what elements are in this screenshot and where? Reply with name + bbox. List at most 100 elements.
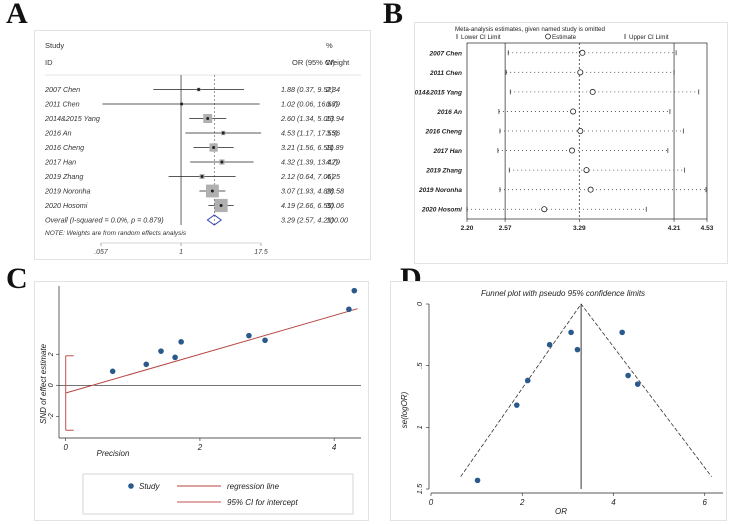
study-or-ci: 1.02 (0.06, 16.68): [281, 100, 338, 109]
study-point: [625, 372, 631, 379]
study-point: [619, 329, 625, 336]
omitted-study-label: 2011 Chen: [429, 70, 462, 77]
header-weight: Weight: [326, 58, 350, 67]
study-or-ci: 2.60 (1.34, 5.05): [280, 114, 334, 123]
legend-study-marker: [128, 483, 134, 489]
regression-line: [65, 308, 358, 394]
study-label: 2011 Chen: [44, 100, 80, 109]
legend-study: Study: [139, 482, 160, 491]
x-tick-label: 4.53: [701, 225, 714, 232]
estimate-point: [541, 206, 548, 213]
influence-plot: Meta-analysis estimates, given named stu…: [410, 26, 714, 232]
study-or-ci: 1.88 (0.37, 9.52): [281, 85, 334, 94]
legend-ci: 95% CI for intercept: [227, 498, 298, 507]
omitted-study-label: 2007 Chen: [428, 50, 462, 57]
x-tick-label: 0: [429, 498, 434, 507]
legend-regression: regression line: [227, 482, 280, 491]
overall-diamond: [206, 214, 223, 226]
header-pct: %: [326, 41, 333, 50]
x-tick-label: 3.29: [573, 225, 586, 232]
influence-title: Meta-analysis estimates, given named stu…: [455, 26, 605, 33]
forest-plot-panel: Study ID OR (95% CI) % Weight 2007 Chen 1…: [34, 30, 371, 260]
y-axis-label: SND of effect estimate: [39, 343, 48, 424]
study-point: [351, 287, 358, 294]
omitted-study-label: 2017 Han: [432, 148, 462, 155]
study-weight: 0.79: [326, 100, 340, 109]
legend-estimate: Estimate: [552, 34, 577, 41]
y-tick-label: 1: [415, 425, 424, 429]
omitted-study-label: 2020 Hosomi: [421, 207, 462, 214]
x-tick-label: 4: [332, 443, 337, 452]
study-weight: 4.25: [326, 172, 341, 181]
study-or-ci: 4.32 (1.39, 13.42): [281, 158, 338, 167]
funnel-y-label: se(logOR): [400, 391, 409, 428]
study-point: [513, 402, 520, 408]
regression-plot: 0 2 4 2 0 -2 Precision SND of effect estimate…: [39, 286, 361, 515]
study-point: [197, 88, 201, 91]
funnel-plot: Funnel plot with pseudo 95% confidence l…: [400, 289, 723, 516]
study-point: [212, 146, 216, 149]
x-tick-label: 2: [519, 498, 525, 507]
legend-lower: Lower CI Limit: [461, 34, 501, 41]
study-point: [220, 160, 224, 164]
study-label: 2020 Hosomi: [44, 201, 88, 210]
funnel-x-label: OR: [555, 507, 567, 516]
estimate-point: [569, 147, 576, 154]
study-point: [634, 381, 641, 387]
x-tick-label: 4: [611, 498, 616, 507]
overall-label: Overall (I-squared = 0.0%, p = 0.879): [45, 216, 164, 225]
study-point: [568, 329, 574, 336]
x-tick-label: 2.57: [499, 225, 512, 232]
study-or-ci: 4.53 (1.17, 17.55): [281, 129, 338, 138]
study-weight: 2.34: [325, 85, 340, 94]
plot-frame: [466, 42, 708, 220]
study-point: [474, 477, 481, 484]
study-weight: 11.89: [326, 143, 343, 152]
influence-plot-panel: Meta-analysis estimates, given named stu…: [410, 22, 728, 264]
study-point: [574, 346, 581, 353]
study-point: [109, 368, 116, 375]
study-label: 2007 Chen: [44, 85, 80, 94]
study-point: [158, 348, 164, 354]
study-point: [172, 354, 178, 361]
x-tick-label: .057: [94, 249, 109, 256]
x-tick-label: 6: [703, 498, 708, 507]
estimate-point: [589, 88, 596, 95]
forest-note: NOTE: Weights are from random effects an…: [45, 230, 187, 237]
x-tick-label: 2: [197, 443, 203, 452]
header-study: Study: [45, 41, 64, 50]
study-point: [221, 131, 225, 135]
study-point: [246, 332, 252, 339]
study-weight: 3.36: [326, 129, 340, 138]
funnel-title: Funnel plot with pseudo 95% confidence l…: [481, 289, 645, 298]
omitted-study-label: 2016 An: [436, 109, 462, 116]
funnel-plot-panel: Funnel plot with pseudo 95% confidence l…: [390, 281, 727, 521]
study-point: [180, 102, 184, 106]
pseudo-ci-limits: [460, 303, 712, 477]
study-or-ci: 3.07 (1.93, 4.89): [281, 187, 334, 196]
panel-label-c: C: [6, 262, 28, 295]
x-tick-label: 1: [179, 249, 183, 256]
omitted-study-label: 2014&2015 Yang: [415, 89, 462, 96]
estimate-point: [577, 128, 584, 135]
study-point: [143, 361, 150, 368]
study-label: 2014&2015 Yang: [44, 114, 100, 123]
estimate-point: [583, 167, 590, 174]
study-point: [178, 339, 184, 345]
study-weight: 4.79: [326, 158, 340, 167]
study-or-ci: 4.19 (2.66, 6.59): [281, 201, 334, 210]
study-point: [206, 117, 210, 120]
omitted-study-label: 2016 Cheng: [425, 129, 463, 136]
study-label: 2019 Zhang: [44, 172, 83, 181]
header-or-ci: OR (95% CI): [292, 58, 335, 67]
study-point: [200, 175, 204, 178]
study-point: [546, 341, 553, 348]
forest-plot: Study ID OR (95% CI) % Weight 2007 Chen 1…: [44, 41, 361, 256]
study-label: 2016 Cheng: [44, 143, 84, 152]
estimate-point: [577, 69, 584, 76]
y-tick-label: .5: [415, 362, 424, 369]
study-label: 2016 An: [44, 129, 72, 138]
estimate-point: [587, 186, 594, 193]
y-tick-label: 1.5: [415, 483, 424, 494]
x-tick-label: 17.5: [254, 249, 268, 256]
